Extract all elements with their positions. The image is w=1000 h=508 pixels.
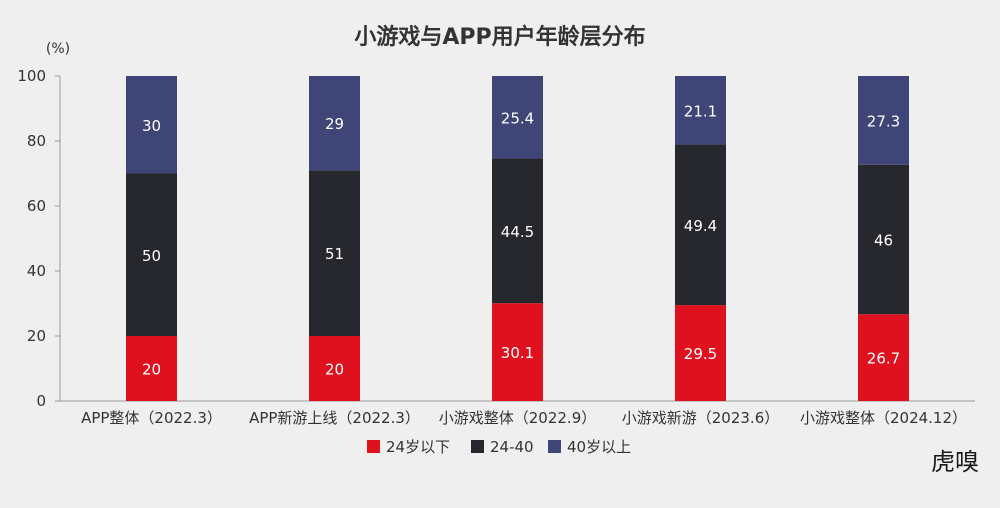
y-tick-label: 80 <box>27 132 46 150</box>
data-label: 30.1 <box>501 344 534 362</box>
bar-segment <box>309 170 360 336</box>
bar-segment <box>309 76 360 171</box>
y-tick-label: 100 <box>17 67 46 85</box>
legend-swatch <box>367 440 380 453</box>
y-tick-label: 0 <box>36 392 46 410</box>
bar-segment <box>126 336 177 401</box>
y-axis-unit-label: (%) <box>46 41 70 57</box>
bars: 20 50 30 APP整体（2022.3） 20 51 29 APP新游上线（2022.3）… <box>81 76 967 427</box>
x-category-label: 小游戏新游（2023.6） <box>622 409 780 427</box>
bar-segment <box>126 173 177 336</box>
data-label: 50 <box>142 247 161 265</box>
data-label: 27.3 <box>867 112 900 130</box>
bar-segment <box>675 305 726 401</box>
y-tick-label: 20 <box>27 327 46 345</box>
x-category-label: APP整体（2022.3） <box>81 409 222 427</box>
data-label: 20 <box>142 361 161 379</box>
data-label: 29.5 <box>684 345 717 363</box>
bar-segment <box>675 144 726 306</box>
x-category-label: 小游戏整体（2022.9） <box>439 409 597 427</box>
x-category-label: 小游戏整体（2024.12） <box>800 409 967 427</box>
bar-segment <box>126 76 177 174</box>
legend-label: 24-40 <box>490 438 534 456</box>
bar-segment <box>675 76 726 145</box>
data-label: 21.1 <box>684 102 717 120</box>
chart-title: 小游戏与APP用户年龄层分布 <box>354 24 645 50</box>
legend-label: 40岁以上 <box>567 438 631 456</box>
bar-segment <box>492 158 543 304</box>
bar-segment <box>309 336 360 401</box>
data-label: 44.5 <box>501 223 534 241</box>
y-tick-label: 60 <box>27 197 46 215</box>
data-label: 25.4 <box>501 109 534 127</box>
data-label: 51 <box>325 245 344 263</box>
legend: 24岁以下 24-40 40岁以上 <box>367 438 631 456</box>
x-category-label: APP新游上线（2022.3） <box>249 409 420 427</box>
bar-segment <box>492 303 543 401</box>
watermark-logo: 虎嗅 <box>931 448 979 476</box>
y-tick-label: 40 <box>27 262 46 280</box>
data-label: 30 <box>142 117 161 135</box>
data-label: 46 <box>874 231 893 249</box>
legend-swatch <box>548 440 561 453</box>
data-label: 29 <box>325 115 344 133</box>
data-label: 20 <box>325 361 344 379</box>
bar-segment <box>858 314 909 401</box>
legend-label: 24岁以下 <box>386 438 450 456</box>
bar-segment <box>492 76 543 159</box>
data-label: 49.4 <box>684 217 717 235</box>
bar-segment <box>858 164 909 315</box>
bar-segment <box>858 76 909 165</box>
legend-swatch <box>471 440 484 453</box>
data-label: 26.7 <box>867 350 900 368</box>
